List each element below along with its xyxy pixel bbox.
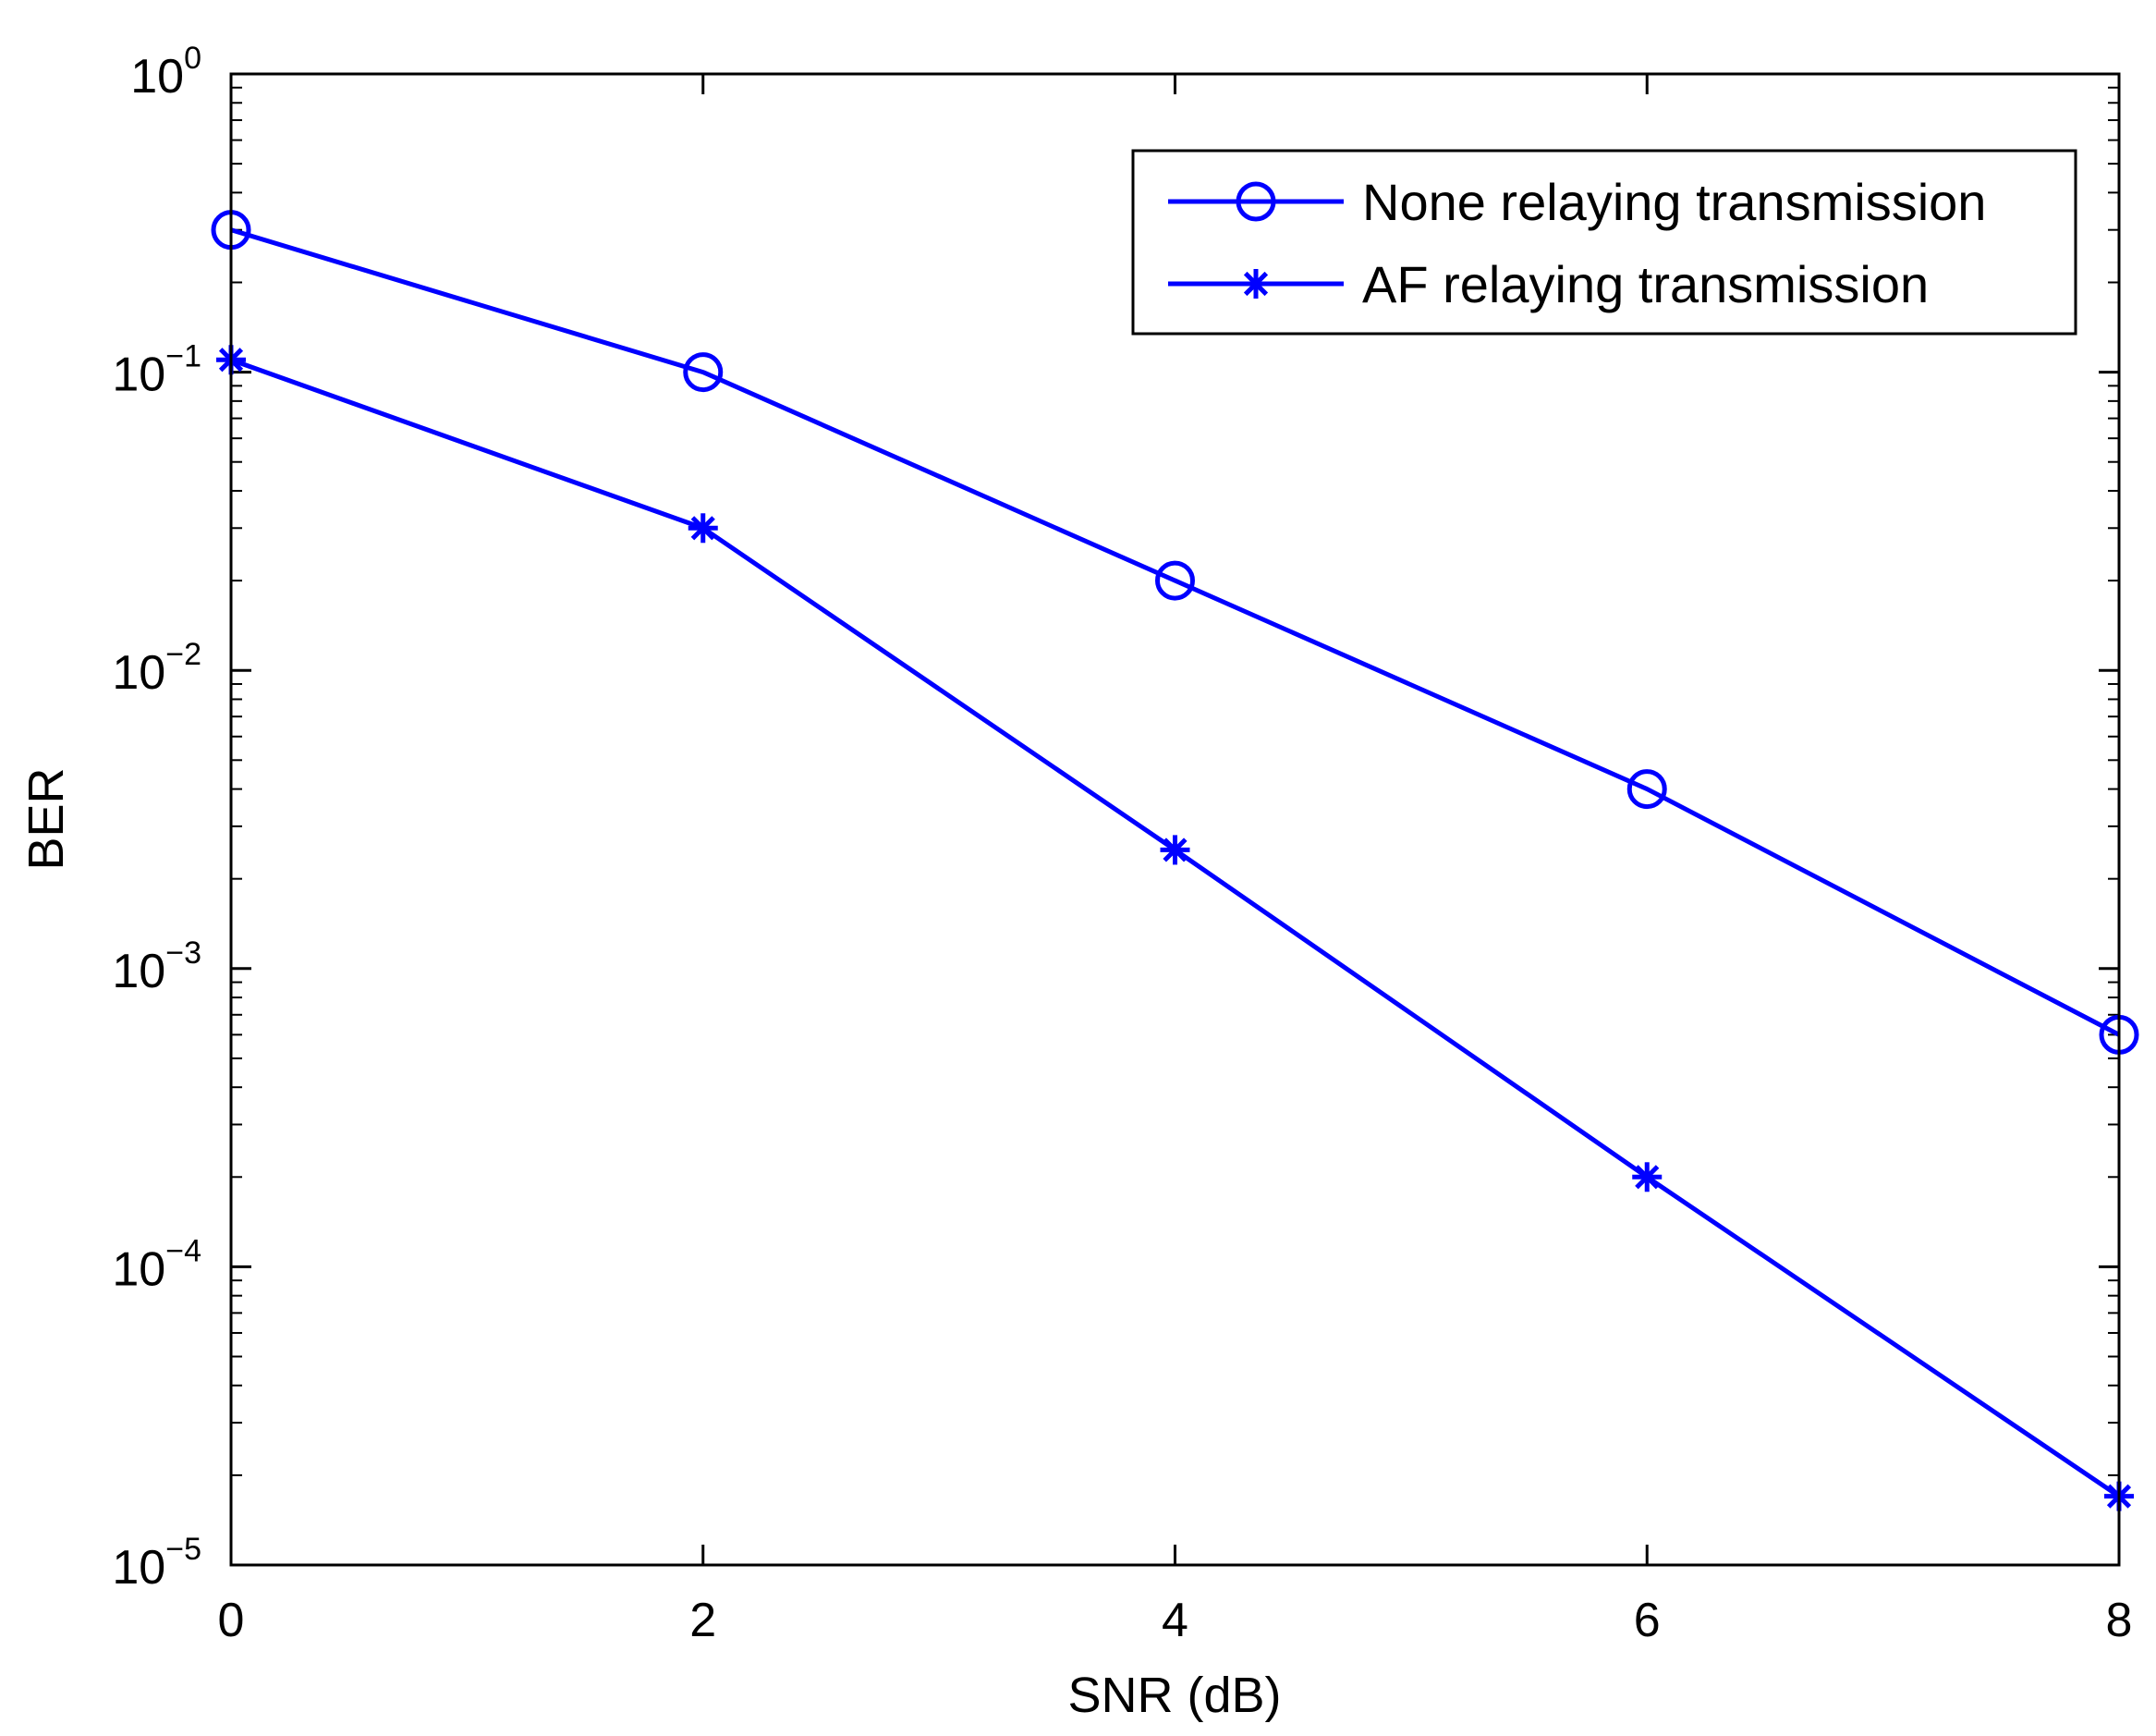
legend-marker-circle (1236, 181, 1276, 222)
legend-box (1131, 149, 2077, 336)
data-point-circle (683, 352, 724, 393)
legend-label-none-relaying: None relaying transmission (1362, 173, 1986, 231)
legend: None relaying transmission AF relaying t… (1131, 149, 2077, 336)
y-tick-exponent: −2 (165, 637, 201, 672)
y-tick-label: 10−4 (112, 1233, 201, 1296)
x-axis-label: SNR (dB) (1067, 1668, 1281, 1723)
y-tick-base: 10 (112, 348, 165, 402)
x-tick-labels: 0 2 4 6 8 (218, 1594, 2133, 1647)
y-tick-base: 10 (130, 50, 184, 104)
x-tick-label: 6 (1634, 1594, 1661, 1647)
y-tick-label: 10−2 (112, 637, 201, 700)
legend-marker-star (1241, 269, 1271, 299)
y-tick-label: 10−3 (112, 935, 201, 998)
data-point-circle (1626, 769, 1667, 810)
x-tick-label: 0 (218, 1594, 245, 1647)
data-point-star (1632, 1162, 1663, 1192)
legend-star-glyph (1241, 269, 1271, 299)
y-tick-exponent: −4 (165, 1233, 201, 1268)
y-tick-label: 100 (130, 41, 201, 104)
y-tick-label: 10−1 (112, 339, 201, 402)
y-tick-base: 10 (112, 1541, 165, 1595)
x-tick-label: 4 (1162, 1594, 1188, 1647)
x-tick-label: 8 (2106, 1594, 2133, 1647)
y-tick-exponent: −1 (165, 339, 201, 374)
legend-label-af-relaying: AF relaying transmission (1362, 255, 1929, 313)
y-tick-base: 10 (112, 945, 165, 998)
legend-star-glyph-stroke (1243, 271, 1269, 297)
y-tick-exponent: −3 (165, 935, 201, 971)
y-axis-label: BER (18, 767, 74, 870)
minor-ticks (231, 86, 2119, 1476)
series-line-af-relaying (230, 357, 2121, 1498)
y-tick-exponent: 0 (184, 41, 201, 76)
y-tick-base: 10 (112, 1242, 165, 1296)
plot-area-frame (229, 72, 2121, 1567)
series-layer (211, 210, 2139, 1511)
y-tick-label: 10−5 (112, 1532, 201, 1595)
x-tick-label: 2 (689, 1594, 716, 1647)
y-tick-exponent: −5 (165, 1532, 201, 1567)
data-point-star (688, 513, 718, 544)
data-point-circle (1155, 560, 1195, 601)
data-point-star-stroke (690, 516, 715, 541)
data-point-star (1160, 835, 1190, 865)
series-line-none-relaying (230, 227, 2121, 1037)
y-tick-base: 10 (112, 646, 165, 700)
data-point-star-stroke (1163, 837, 1188, 862)
data-point-star-stroke (1635, 1165, 1660, 1190)
